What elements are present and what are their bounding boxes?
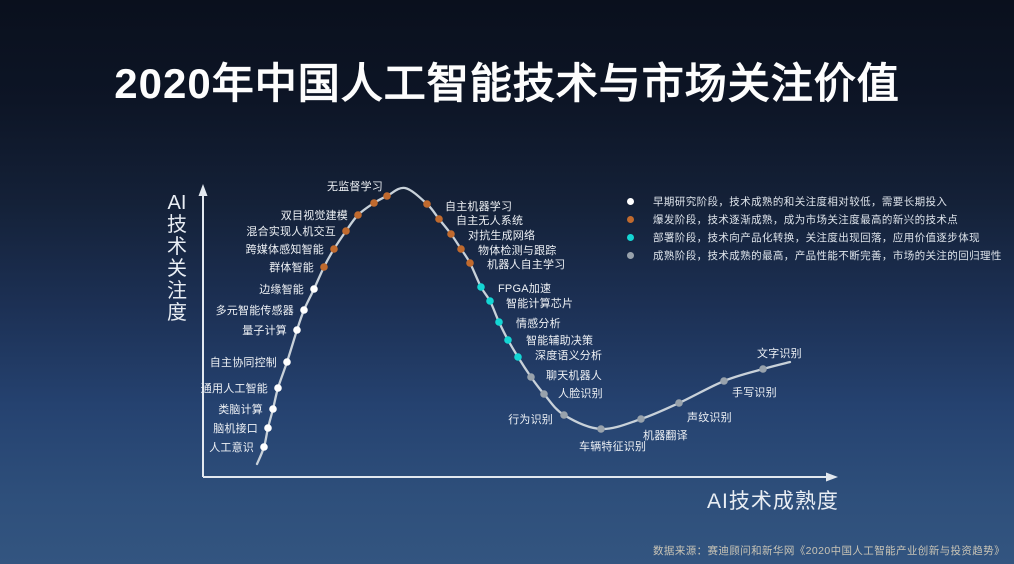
tech-point-label: 文字识别 [757, 346, 802, 360]
tech-point-dot [320, 263, 328, 271]
tech-point-label: FPGA加速 [498, 282, 551, 295]
data-source: 数据来源：赛迪顾问和新华网《2020中国人工智能产业创新与投资趋势》 [653, 545, 1005, 557]
tech-point-label: 量子计算 [242, 323, 287, 337]
y-axis-label-char: 度 [167, 302, 187, 324]
tech-point-dot [540, 390, 548, 398]
tech-point-label: 双目视觉建模 [281, 208, 348, 222]
legend-dot-icon [627, 215, 634, 223]
tech-point-dot [330, 245, 338, 253]
legend-dot-icon [627, 251, 634, 259]
tech-point-dot [527, 373, 535, 381]
y-axis-label-char: 关 [167, 258, 187, 280]
tech-point-label: 机器翻译 [643, 428, 688, 442]
tech-point-label: 群体智能 [269, 260, 314, 274]
legend-item-label: 成熟阶段，技术成熟的最高，产品性能不断完善，市场的关注的回归理性 [653, 249, 1002, 262]
tech-point-dot [477, 283, 485, 291]
tech-point-dot [514, 353, 522, 361]
tech-point-dot [264, 424, 272, 432]
tech-point-label: 自主协同控制 [210, 355, 277, 369]
tech-point-dot [466, 259, 474, 267]
tech-point-label: 智能计算芯片 [506, 296, 573, 310]
tech-point-dot [283, 358, 291, 366]
tech-point-label: 人工意识 [209, 440, 254, 454]
tech-point-label: 通用人工智能 [201, 381, 268, 395]
y-axis-label: AI 技术关注度 [160, 192, 194, 324]
x-axis-arrow-icon [826, 472, 838, 482]
tech-point-dot [342, 227, 350, 235]
tech-point-label: 脑机接口 [213, 421, 258, 435]
tech-point-dot [310, 285, 318, 293]
legend-item-label: 爆发阶段，技术逐渐成熟，成为市场关注度最高的新兴的技术点 [653, 213, 959, 226]
tech-point-dot [720, 377, 728, 385]
tech-point-label: 人脸识别 [558, 386, 603, 400]
tech-point-dot [447, 230, 455, 238]
tech-point-label: 机器人自主学习 [487, 257, 565, 271]
y-axis-label-char: 术 [167, 236, 187, 258]
legend-item: 爆发阶段，技术逐渐成熟，成为市场关注度最高的新兴的技术点 [627, 210, 1002, 228]
tech-point-dot [354, 211, 362, 219]
y-axis-label-char: AI [167, 192, 187, 214]
legend-item: 成熟阶段，技术成熟的最高，产品性能不断完善，市场的关注的回归理性 [627, 246, 1002, 264]
tech-point-dot [504, 336, 512, 344]
tech-point-label: 类脑计算 [218, 402, 263, 416]
tech-point-dot [675, 399, 683, 407]
tech-point-label: 物体检测与跟踪 [478, 243, 556, 257]
tech-point-label: 跨媒体感知智能 [246, 242, 324, 256]
tech-point-dot [560, 411, 568, 419]
legend-item-label: 部署阶段，技术向产品化转换，关注度出现回落，应用价值逐步体现 [653, 231, 980, 244]
y-axis-label-char: 注 [167, 280, 187, 302]
tech-point-label: 情感分析 [516, 316, 561, 330]
tech-point-label: 无监督学习 [327, 179, 383, 193]
tech-point-label: 自主无人系统 [456, 214, 523, 227]
tech-point-label: 聊天机器人 [546, 368, 602, 382]
tech-point-dot [597, 425, 605, 433]
legend-dot-icon [627, 197, 634, 205]
tech-point-label: 自主机器学习 [445, 199, 512, 213]
tech-point-label: 对抗生成网络 [468, 228, 535, 242]
tech-point-dot [293, 326, 301, 334]
tech-point-dot [495, 318, 503, 326]
tech-point-dot [260, 443, 268, 451]
tech-point-dot [486, 297, 494, 305]
tech-point-label: 手写识别 [732, 385, 777, 399]
y-axis-label-char: 技 [167, 214, 187, 236]
tech-point-label: 智能辅助决策 [526, 333, 593, 347]
legend: 早期研究阶段，技术成熟的和关注度相对较低，需要长期投入 爆发阶段，技术逐渐成熟，成… [627, 192, 1002, 264]
tech-point-dot [457, 245, 465, 253]
tech-point-label: 声纹识别 [687, 410, 732, 424]
tech-point-dot [300, 306, 308, 314]
tech-point-dot [637, 415, 645, 423]
legend-item: 早期研究阶段，技术成熟的和关注度相对较低，需要长期投入 [627, 192, 1002, 210]
legend-item-label: 早期研究阶段，技术成熟的和关注度相对较低，需要长期投入 [653, 195, 948, 208]
tech-point-label: 边缘智能 [259, 282, 304, 296]
page-title: 2020年中国人工智能技术与市场关注价值 [114, 60, 900, 107]
tech-point-label: 车辆特征识别 [579, 439, 646, 453]
tech-point-dot [383, 192, 391, 200]
tech-point-label: 行为识别 [508, 413, 553, 426]
x-axis-label: AI技术成熟度 [707, 490, 839, 513]
legend-dot-icon [627, 233, 634, 241]
tech-point-label: 混合实现人机交互 [246, 224, 336, 238]
tech-point-dot [269, 405, 277, 413]
tech-point-dot [274, 384, 282, 392]
tech-point-dot [423, 200, 431, 208]
tech-point-dot [435, 215, 443, 223]
tech-point-dot [759, 365, 767, 373]
tech-point-dot [370, 199, 378, 207]
y-axis-arrow-icon [198, 184, 208, 196]
tech-point-label: 多元智能传感器 [216, 303, 294, 317]
tech-point-label: 深度语义分析 [535, 348, 602, 362]
legend-item: 部署阶段，技术向产品化转换，关注度出现回落，应用价值逐步体现 [627, 228, 1002, 246]
